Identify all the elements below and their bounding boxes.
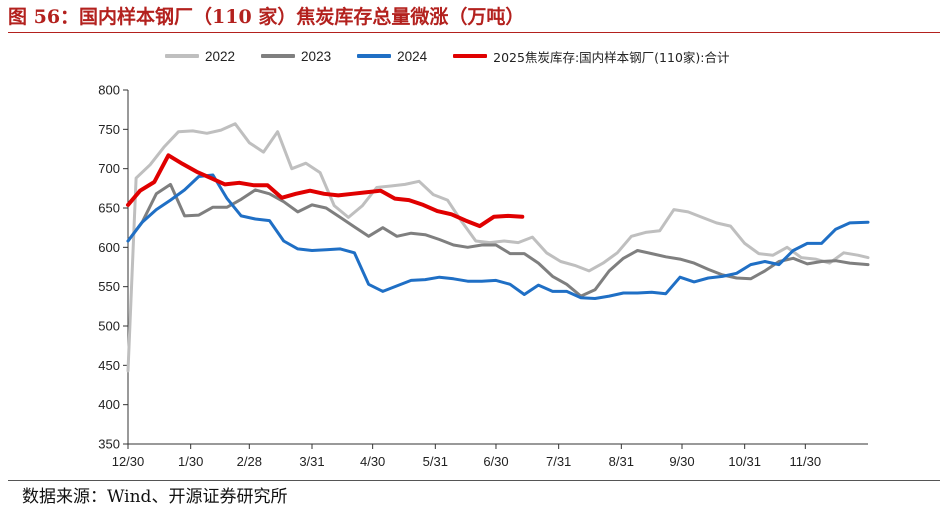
legend-item-2022: 2022 [165, 49, 235, 64]
series-line-2024 [126, 173, 870, 300]
legend-label-2025: 2025焦炭库存:国内样本钢厂(110家):合计 [493, 49, 730, 65]
legend-item-2025: 2025焦炭库存:国内样本钢厂(110家):合计 [453, 47, 730, 66]
legend-item-2024: 2024 [357, 49, 427, 64]
y-tick-label: 750 [98, 122, 120, 137]
x-tick-label: 12/30 [112, 454, 145, 469]
x-tick-label: 7/31 [546, 454, 571, 469]
series-line-2025 [126, 153, 525, 229]
y-tick-label: 650 [98, 201, 120, 216]
series-line-2022 [126, 122, 870, 373]
x-tick-label: 10/31 [728, 454, 761, 469]
y-tick-label: 450 [98, 358, 120, 373]
axes-layer: 350 400 450 500 550 600 650 700 750 800 12/30 1/30 2… [98, 83, 868, 469]
y-tick-label: 400 [98, 397, 120, 412]
legend-item-2023: 2023 [261, 49, 331, 64]
legend-label-2022: 2022 [205, 48, 236, 64]
y-tick-label: 350 [98, 437, 120, 452]
title-divider [8, 32, 940, 33]
legend-swatch-2025 [453, 53, 488, 59]
y-tick-label: 550 [98, 279, 120, 294]
series-layer [126, 122, 870, 373]
legend-label-2023: 2023 [301, 48, 332, 64]
y-tick-label: 800 [98, 83, 120, 98]
chart-legend: 2022 2023 2024 2025焦炭库存:国内样本钢厂(110家):合计 [165, 44, 756, 68]
source-note: 数据来源：Wind、开源证券研究所 [22, 487, 288, 507]
y-tick-label: 700 [98, 161, 120, 176]
x-tick-label: 5/31 [423, 454, 448, 469]
legend-swatch-2023 [261, 54, 296, 58]
x-tick-label: 8/31 [609, 454, 634, 469]
figure-title: 图 56：国内样本钢厂（110 家）焦炭库存总量微涨（万吨） [8, 6, 525, 28]
x-tick-label: 9/30 [669, 454, 694, 469]
series-line-2023 [126, 182, 870, 298]
source-divider [8, 480, 940, 481]
x-tick-label: 3/31 [299, 454, 324, 469]
legend-swatch-2024 [357, 54, 392, 58]
x-tick-label: 11/30 [790, 454, 822, 469]
legend-swatch-2022 [165, 54, 199, 58]
legend-label-2024: 2024 [397, 48, 428, 64]
x-tick-label: 6/30 [483, 454, 508, 469]
y-tick-label: 600 [98, 240, 120, 255]
x-tick-label: 1/30 [178, 454, 203, 469]
x-tick-label: 2/28 [237, 454, 262, 469]
x-tick-label: 4/30 [360, 454, 385, 469]
y-tick-label: 500 [98, 319, 120, 334]
